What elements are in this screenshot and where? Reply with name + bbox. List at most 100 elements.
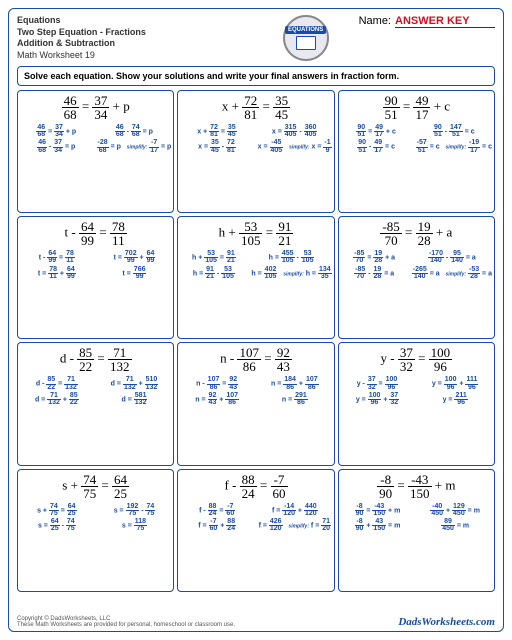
step: t = 70299 + 6499 bbox=[98, 251, 172, 265]
step: n = 18486 + 10786 bbox=[258, 377, 332, 391]
name-underline: ANSWER KEY bbox=[395, 15, 495, 28]
step: n - 10786 = 9243 bbox=[180, 377, 254, 391]
solution-steps: y - 3732 = 10096y = 10096 + 11196y = 100… bbox=[341, 377, 492, 406]
step: f = -760 + 8824 bbox=[180, 519, 254, 533]
step: h = 9121 - 53105 bbox=[180, 267, 247, 281]
step: y - 3732 = 10096 bbox=[341, 377, 415, 391]
name-field: Name: ANSWER KEY bbox=[359, 15, 495, 28]
problem: 9051 = 4917 + c bbox=[383, 94, 450, 121]
step: d = 71132 + 8522 bbox=[20, 393, 94, 407]
step: n = 9243 + 10786 bbox=[180, 393, 254, 407]
step: f = -14120 + 440120 bbox=[258, 504, 332, 518]
title-line2: Two Step Equation - Fractions bbox=[17, 27, 273, 39]
name-label: Name: bbox=[359, 15, 391, 27]
solution-steps: 9051 = 4917 + c 9051 - 14751 = c 9051 - 49… bbox=[341, 125, 492, 154]
problem: 4668 = 3734 + p bbox=[62, 94, 130, 121]
step: -2868 = p simplify: -717 = p bbox=[97, 140, 172, 154]
step: x = 3545 - 7281 bbox=[180, 140, 253, 154]
solution-steps: n - 10786 = 9243 n = 18486 + 10786 n = 924… bbox=[180, 377, 331, 406]
step: -170140 - 95140 = a bbox=[412, 251, 492, 265]
step: 4668 - 7468 = p bbox=[97, 125, 172, 139]
step: y = 10096 + 11196 bbox=[418, 377, 492, 391]
step: d = 581132 bbox=[98, 393, 172, 407]
problem-grid: 4668 = 3734 + p 4668 = 3734 + p4668 - 746… bbox=[17, 90, 495, 592]
problem: -890 = -43150 + m bbox=[377, 473, 455, 500]
solution-steps: -8570 = 1928 + a -170140 - 95140 = a -8570… bbox=[341, 251, 492, 280]
step: 4668 - 3734 = p bbox=[20, 140, 93, 154]
solution-steps: 4668 = 3734 + p4668 - 7468 = p4668 - 373… bbox=[20, 125, 171, 154]
step: -5751 = c simplify: -1917 = c bbox=[416, 140, 492, 154]
problem: f - 8824 = -760 bbox=[224, 473, 287, 500]
step: 9051 = 4917 + c bbox=[341, 125, 412, 139]
logo-icon: EQUATIONS bbox=[283, 15, 329, 61]
cell-1: 4668 = 3734 + p 4668 = 3734 + p4668 - 746… bbox=[17, 90, 174, 213]
problem: h + 53105 = 9121 bbox=[219, 220, 294, 247]
footer-brand: DadsWorksheets.com bbox=[398, 616, 495, 628]
step: h = 455105 - 53105 bbox=[251, 251, 331, 265]
step: t - 6499 = 7811 bbox=[20, 251, 94, 265]
footer: Copyright © DadsWorksheets, LLC These Ma… bbox=[17, 616, 495, 628]
footer-note: These Math Worksheets are provided for p… bbox=[17, 622, 235, 628]
step: 89450 = m bbox=[418, 519, 492, 533]
step: -265140 = a simplify: -5328 = a bbox=[412, 267, 492, 281]
header-left: Equations Two Step Equation - Fractions … bbox=[17, 15, 273, 62]
step: s = 6425 - 7475 bbox=[20, 519, 94, 533]
problem: -8570 = 1928 + a bbox=[380, 220, 452, 247]
cell-9: y - 3732 = 10096y - 3732 = 10096y = 1009… bbox=[338, 342, 495, 465]
cell-5: h + 53105 = 9121 h + 53105 = 9121 h = 4551… bbox=[177, 216, 334, 339]
step: s + 7475 = 6425 bbox=[20, 504, 94, 518]
cell-6: -8570 = 1928 + a -8570 = 1928 + a -170140 … bbox=[338, 216, 495, 339]
step: s = 11875 bbox=[98, 519, 172, 533]
instruction: Solve each equation. Show your solutions… bbox=[17, 66, 495, 86]
solution-steps: s + 7475 = 6425 s = 19275 - 7475 s = 6425 … bbox=[20, 504, 171, 533]
problem: x + 7281 = 3545 bbox=[222, 94, 290, 121]
step: y = 21196 bbox=[418, 393, 492, 407]
worksheet-page: Equations Two Step Equation - Fractions … bbox=[8, 8, 504, 632]
solution-steps: -890 = -43150 + m-40450 + 129450 = m-890… bbox=[341, 504, 492, 533]
step: y = 10096 + 3732 bbox=[341, 393, 415, 407]
step: x + 7281 = 3545 bbox=[180, 125, 253, 139]
cell-11: f - 8824 = -760 f - 8824 = -760f = -14120… bbox=[177, 469, 334, 592]
cell-10: s + 7475 = 6425s + 7475 = 6425 s = 19275 … bbox=[17, 469, 174, 592]
step: s = 19275 - 7475 bbox=[98, 504, 172, 518]
step: 9051 - 4917 = c bbox=[341, 140, 412, 154]
problem: y - 3732 = 10096 bbox=[380, 346, 452, 373]
solution-steps: t - 6499 = 7811 t = 70299 + 6499 t = 7811 … bbox=[20, 251, 171, 280]
title-line4: Math Worksheet 19 bbox=[17, 50, 273, 62]
problem: t - 6499 = 7811 bbox=[65, 220, 127, 247]
step: -8570 = 1928 + a bbox=[341, 251, 408, 265]
logo-graphic bbox=[296, 36, 316, 50]
footer-left: Copyright © DadsWorksheets, LLC These Ma… bbox=[17, 616, 235, 628]
step: -8570 - 1928 = a bbox=[341, 267, 408, 281]
step: -40450 + 129450 = m bbox=[418, 504, 492, 518]
step: f = 426120 simplify: f = 7120 bbox=[258, 519, 332, 533]
step: h + 53105 = 9121 bbox=[180, 251, 247, 265]
step: x = 315405 - 360405 bbox=[258, 125, 332, 139]
cell-2: x + 7281 = 3545 x + 7281 = 3545 x = 315405… bbox=[177, 90, 334, 213]
step: 9051 - 14751 = c bbox=[416, 125, 492, 139]
step: t = 7811 + 6499 bbox=[20, 267, 94, 281]
step: d - 8522 = 71132 bbox=[20, 377, 94, 391]
answer-key: ANSWER KEY bbox=[395, 15, 470, 27]
step: x = -45405 simplify: x = -19 bbox=[258, 140, 332, 154]
step: -890 = -43150 + m bbox=[341, 504, 415, 518]
header: Equations Two Step Equation - Fractions … bbox=[17, 15, 495, 62]
step: -890 + 43150 = m bbox=[341, 519, 415, 533]
cell-4: t - 6499 = 7811 t - 6499 = 7811 t = 70299 … bbox=[17, 216, 174, 339]
cell-7: d - 8522 = 71132 d - 8522 = 71132 d = 7113… bbox=[17, 342, 174, 465]
problem: d - 8522 = 71132 bbox=[60, 346, 132, 373]
step: t = 76699 bbox=[98, 267, 172, 281]
step: h = 402105 simplify: h = 13435 bbox=[251, 267, 331, 281]
cell-8: n - 10786 = 9243 n - 10786 = 9243 n = 1848… bbox=[177, 342, 334, 465]
problem: n - 10786 = 9243 bbox=[220, 346, 292, 373]
cell-12: -890 = -43150 + m-890 = -43150 + m-40450… bbox=[338, 469, 495, 592]
step: d = 71132 + 510132 bbox=[98, 377, 172, 391]
cell-3: 9051 = 4917 + c 9051 = 4917 + c 9051 - 147… bbox=[338, 90, 495, 213]
logo-text: EQUATIONS bbox=[285, 26, 326, 34]
title-line3: Addition & Subtraction bbox=[17, 38, 273, 50]
solution-steps: h + 53105 = 9121 h = 455105 - 53105 h = 91… bbox=[180, 251, 331, 280]
solution-steps: d - 8522 = 71132 d = 71132 + 510132 d = 71… bbox=[20, 377, 171, 406]
step: n = 29186 bbox=[258, 393, 332, 407]
solution-steps: f - 8824 = -760f = -14120 + 440120f = -7… bbox=[180, 504, 331, 533]
solution-steps: x + 7281 = 3545 x = 315405 - 360405 x = 35… bbox=[180, 125, 331, 154]
